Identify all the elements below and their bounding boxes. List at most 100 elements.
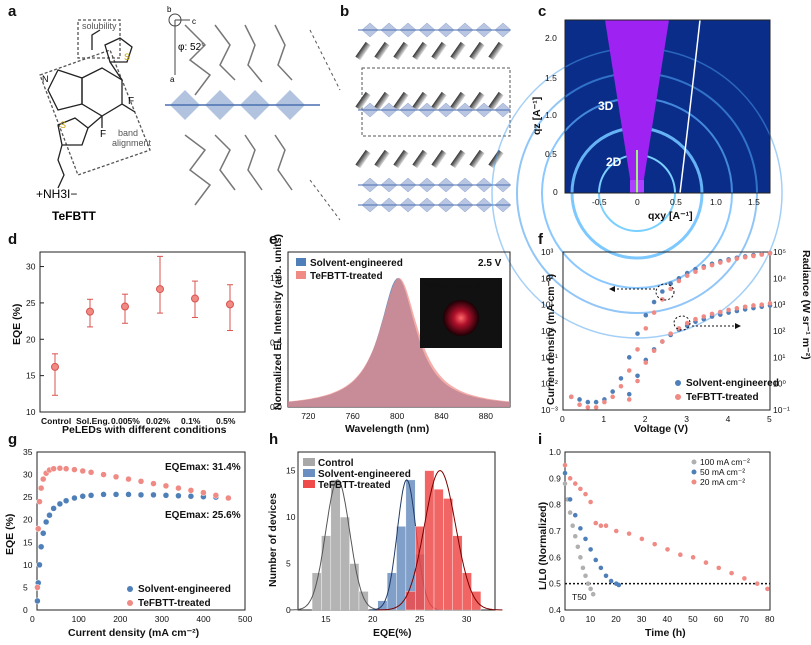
f-ytick-right: 10⁰: [773, 379, 786, 389]
i-point: [716, 565, 722, 571]
e-xtick: 720: [301, 411, 315, 421]
g-point: [34, 525, 42, 532]
h-ytick: 0: [286, 605, 291, 615]
f-point: [742, 304, 748, 310]
i-point: [652, 541, 657, 547]
g-point: [100, 471, 107, 478]
f-point: [635, 373, 640, 379]
i-point: [588, 499, 593, 505]
rod: [469, 91, 485, 111]
histogram-bar: [396, 526, 407, 611]
i-ytick: 0.9: [549, 473, 561, 483]
legend-entry: 100 mA cm⁻²: [700, 457, 750, 467]
plot-frame: [564, 451, 771, 611]
h-xtick: 25: [415, 614, 425, 624]
c-xtick-n05: -0.5: [592, 197, 607, 207]
e-xtick: 840: [434, 411, 448, 421]
inset-glow: [443, 300, 479, 336]
f-point: [618, 376, 624, 381]
f-point: [626, 391, 632, 397]
i-point: [754, 581, 760, 586]
i-point: [572, 533, 578, 539]
d-xtick: 0.02%: [146, 416, 171, 426]
legend-entry: Solvent-engineered: [686, 378, 779, 389]
g-point: [162, 492, 170, 499]
i-point: [583, 491, 588, 497]
g-point: [50, 465, 57, 472]
g-point: [87, 469, 95, 476]
i-point: [639, 536, 645, 542]
i-point: [567, 497, 573, 502]
data-point: [121, 302, 129, 311]
chart-d: 10 15 20 25 30 Control Sol.Eng. 0.005% 0.02% 0.1%…: [11, 251, 246, 436]
f-point: [734, 256, 740, 261]
f-point: [759, 252, 765, 257]
rod: [431, 91, 447, 111]
i-ytick: 0.4: [549, 605, 561, 615]
f-point: [635, 331, 640, 336]
f-ytick: 10¹: [541, 300, 553, 310]
i-point: [567, 476, 573, 481]
f-point: [651, 299, 657, 305]
fluorine-label-1: F: [128, 96, 134, 107]
i-ytick: 0.6: [549, 552, 561, 562]
h-ytick: 10: [286, 512, 296, 522]
rod: [412, 149, 428, 169]
legend-entry: 50 mA cm⁻²: [700, 467, 745, 477]
h-xlabel: EQE(%): [373, 627, 412, 639]
histogram-bar: [330, 479, 341, 611]
c-xtick-0: 0: [635, 197, 640, 207]
g-point: [34, 584, 41, 591]
f-xtick: 2: [643, 414, 648, 424]
g-point: [37, 543, 45, 551]
rod: [469, 41, 485, 61]
legend-marker: [675, 394, 681, 400]
chart-h: 15 20 25 30 0 5 10 15 ControlSolvent-engineeredT…: [267, 451, 503, 639]
i-ytick: 0.8: [549, 500, 561, 510]
sulfur-label: S: [124, 52, 130, 62]
alkyl-chain: [91, 29, 101, 50]
f-point: [684, 320, 690, 326]
f-ylabel-right: Radiance (W sr⁻¹ m⁻²): [800, 250, 811, 360]
ethyl-linker: [57, 115, 103, 189]
g-point: [79, 467, 87, 475]
i-ytick: 0.7: [549, 526, 561, 536]
f-point: [709, 311, 715, 317]
i-point: [580, 565, 586, 571]
f-point: [618, 384, 624, 389]
f-ytick: 10⁰: [541, 326, 554, 336]
i-ylabel: L/L0 (Normalized): [537, 502, 549, 590]
h-ytick: 15: [286, 466, 296, 476]
d-xtick: 0.005%: [111, 416, 140, 426]
f-point: [585, 399, 591, 405]
legend-marker: [691, 469, 697, 475]
legend-swatch: [296, 258, 306, 266]
bonds: [101, 61, 136, 128]
g-point: [71, 494, 78, 502]
histogram-bar: [340, 516, 350, 611]
nitrogen-label: N: [42, 74, 49, 84]
g-point: [62, 465, 70, 472]
i-point: [678, 552, 683, 557]
h-ytick: 5: [286, 559, 291, 569]
f-point: [577, 397, 582, 402]
d-ytick: 20: [26, 334, 36, 344]
g-point: [34, 597, 41, 605]
c-xtick-05: 0.5: [670, 197, 682, 207]
h-xtick: 30: [462, 614, 472, 624]
dashed-circle: [673, 315, 691, 331]
beamstop-shadow: [605, 20, 669, 185]
f-point: [651, 310, 657, 315]
e-xtick: 760: [346, 411, 360, 421]
g-point: [125, 491, 132, 498]
g-point: [56, 500, 64, 508]
f-ytick: 10³: [541, 247, 553, 257]
el-spectrum-1: [288, 277, 510, 407]
i-point: [765, 586, 770, 592]
f-point: [718, 260, 723, 265]
f-point: [643, 312, 649, 318]
f-xtick: 4: [726, 414, 731, 424]
rod: [450, 149, 466, 169]
c-ytick-05: 0.5: [545, 149, 557, 159]
g-point: [42, 518, 50, 526]
